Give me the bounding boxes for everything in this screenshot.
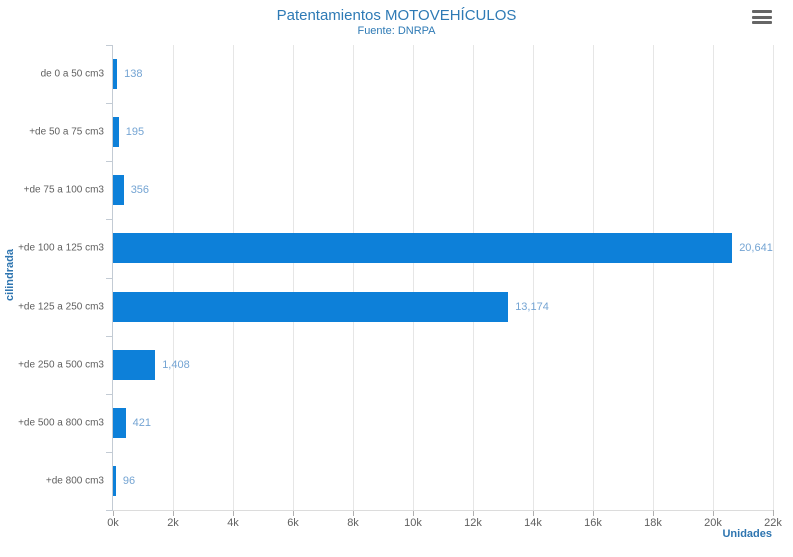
x-axis-tick-mark [173,510,174,516]
category-label: +de 500 a 800 cm3 [18,417,104,429]
x-axis-tick-mark [592,510,594,516]
gridline [353,45,354,510]
bar[interactable] [113,407,126,438]
data-label: 20,641 [739,242,773,255]
x-axis-title: Unidades [722,528,772,540]
category-label: +de 75 a 100 cm3 [23,184,104,196]
category-label: +de 250 a 500 cm3 [18,359,104,371]
category-tick-mark [106,451,113,453]
plot-area: de 0 a 50 cm3 138 +de 50 a 75 cm3 195 +d… [18,45,782,529]
x-axis-tick-mark [472,510,474,516]
category-tick-mark [106,161,113,163]
data-label: 96 [122,474,136,487]
hamburger-line [752,15,772,19]
chart-title: Patentamientos MOTOVEHÍCULOS [276,7,517,24]
category-tick-mark [106,335,113,337]
data-label: 356 [130,184,150,197]
bar-row: +de 50 a 75 cm3 195 [29,103,773,161]
data-label: 138 [124,68,143,81]
gridline [293,45,294,510]
x-axis-tick-label: 10k [404,517,422,529]
bar-row: +de 250 a 500 cm3 1,408 [18,336,773,394]
bar-row: de 0 a 50 cm3 138 [41,45,773,103]
chart-subtitle: Fuente: DNRPA [357,25,436,37]
gridline [592,45,594,510]
x-axis-tick-label: 20k [704,517,722,529]
bar-row: +de 500 a 800 cm3 421 [18,394,773,452]
x-axis-tick-label: 16k [584,517,602,529]
data-label: 13,174 [515,300,549,313]
x-axis-tick-label: 12k [464,517,482,529]
x-axis-tick-label: 2k [167,517,179,529]
gridline [413,45,414,510]
x-axis-tick-label: 22k [764,517,782,529]
y-axis-title: cilindrada [4,249,16,301]
category-label: de 0 a 50 cm3 [40,68,104,80]
category-tick-mark [106,103,113,105]
category-label: +de 50 a 75 cm3 [29,126,104,138]
x-axis-tick-mark [113,510,114,516]
x-axis-tick-mark [652,510,654,516]
bar-row: +de 75 a 100 cm3 356 [24,161,773,219]
gridline [652,45,654,510]
category-tick-mark [106,219,113,221]
bar[interactable] [113,59,118,90]
gridline [233,45,234,510]
bar[interactable] [113,117,119,148]
category-tick-mark [106,510,113,511]
bar-row: +de 125 a 250 cm3 13,174 [18,278,773,336]
x-axis-tick-label: 4k [227,517,239,529]
gridline [173,45,174,510]
bar[interactable] [113,291,509,322]
x-axis-tick-mark [293,510,294,516]
bar[interactable] [113,175,124,206]
x-axis-tick-mark [413,510,414,516]
data-label: 195 [125,126,145,139]
x-axis-tick-label: 6k [287,517,299,529]
category-tick-mark [106,393,113,395]
bar[interactable] [113,233,733,264]
gridline [712,45,714,510]
bar[interactable] [113,349,156,380]
x-axis-tick-mark [532,510,534,516]
category-tick-mark [106,45,113,46]
x-axis-tick-label: 18k [644,517,662,529]
hamburger-line [752,10,772,13]
category-tick-mark [106,277,113,279]
x-axis-tick-mark [773,510,774,516]
bar-row: +de 800 cm3 96 [46,452,773,510]
bar[interactable] [113,465,116,496]
category-label: +de 100 a 125 cm3 [18,242,104,254]
data-label: 421 [132,416,151,429]
x-axis-line [113,510,773,511]
category-label: +de 125 a 250 cm3 [18,301,104,313]
x-axis-tick-mark [353,510,354,516]
x-axis-tick-label: 0k [107,517,119,529]
x-axis-tick-mark [233,510,234,516]
data-label: 1,408 [162,358,190,371]
gridline [532,45,534,510]
gridline [472,45,474,510]
hamburger-menu-icon[interactable] [752,9,772,25]
hamburger-line [752,21,772,24]
gridline [773,45,774,510]
x-axis-tick-label: 14k [524,517,542,529]
bar-row: +de 100 a 125 cm3 20,641 [18,219,773,277]
x-axis-tick-mark [712,510,714,516]
x-axis-tick-label: 8k [347,517,359,529]
category-label: +de 800 cm3 [45,475,104,487]
